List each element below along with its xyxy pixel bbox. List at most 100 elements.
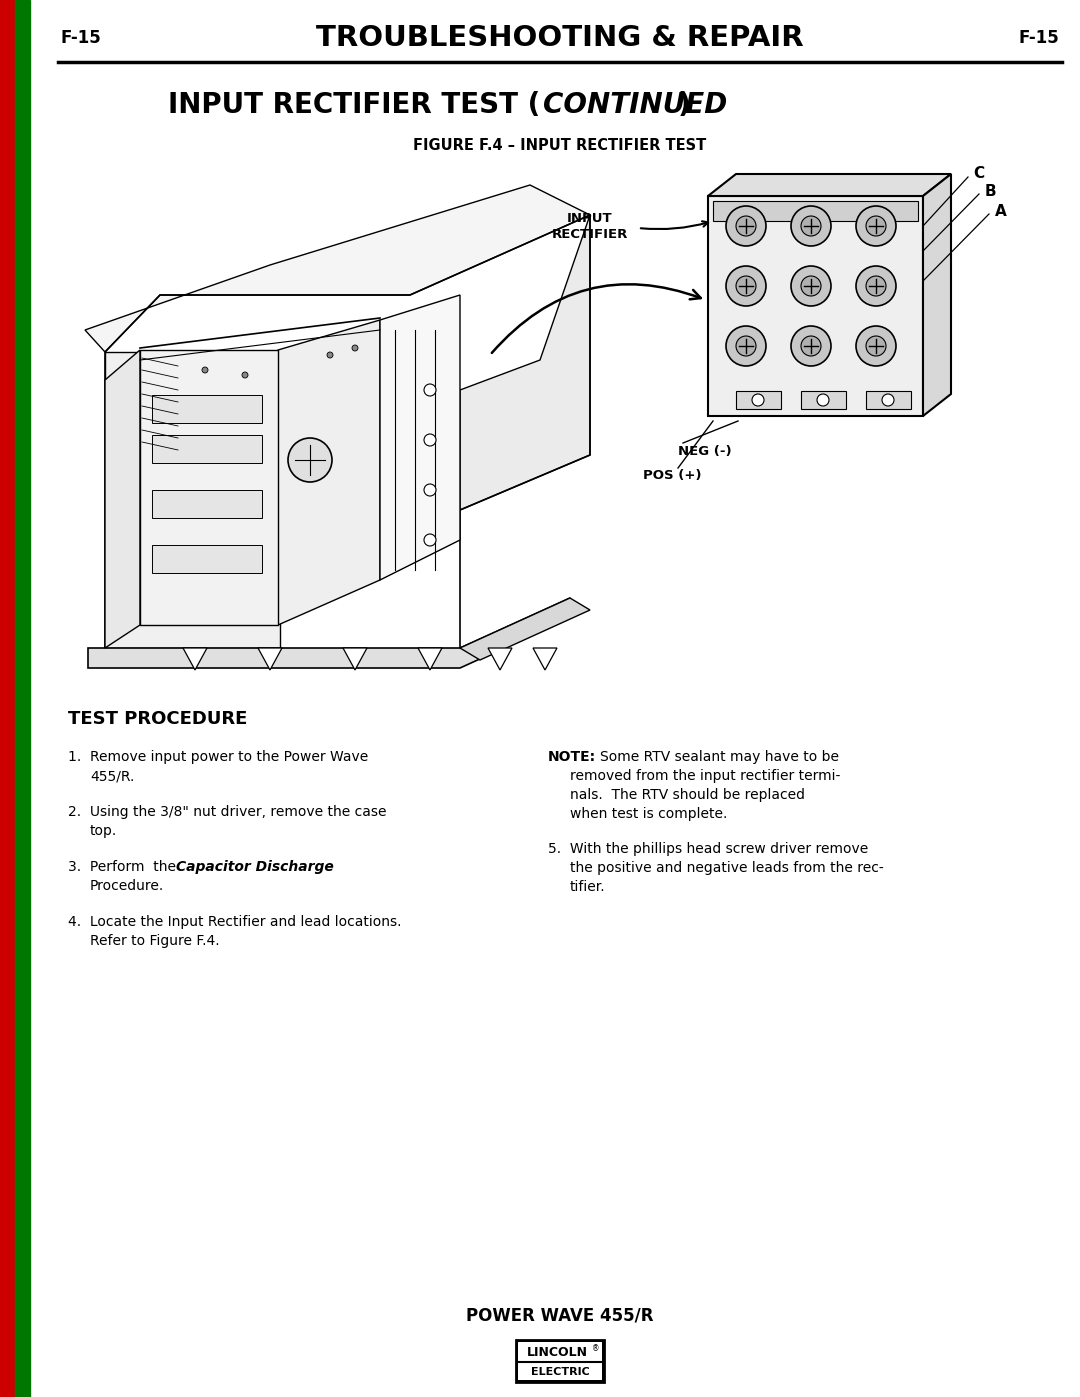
Bar bbox=[866, 391, 912, 409]
Circle shape bbox=[735, 277, 756, 296]
Circle shape bbox=[726, 265, 766, 306]
Circle shape bbox=[856, 326, 896, 366]
Polygon shape bbox=[534, 648, 557, 671]
Polygon shape bbox=[87, 598, 570, 668]
Text: 3.  Perform  the: 3. Perform the bbox=[68, 861, 176, 875]
Polygon shape bbox=[418, 648, 442, 671]
Circle shape bbox=[866, 277, 886, 296]
Text: RECTIFIER: RECTIFIER bbox=[552, 228, 629, 240]
Text: F-15: F-15 bbox=[60, 29, 102, 47]
Text: Capacitor Discharge: Capacitor Discharge bbox=[176, 861, 334, 875]
Text: Refer to Figure F.4.: Refer to Figure F.4. bbox=[90, 935, 219, 949]
Bar bbox=[735, 391, 781, 409]
Circle shape bbox=[424, 534, 436, 546]
Text: ELECTRIC: ELECTRIC bbox=[530, 1368, 590, 1377]
Text: 5.  With the phillips head screw driver remove: 5. With the phillips head screw driver r… bbox=[548, 842, 868, 856]
Polygon shape bbox=[380, 295, 460, 580]
Polygon shape bbox=[258, 648, 282, 671]
Text: top.: top. bbox=[90, 824, 118, 838]
Circle shape bbox=[866, 337, 886, 356]
Bar bbox=[516, 1340, 604, 1382]
Text: FIGURE F.4 – INPUT RECTIFIER TEST: FIGURE F.4 – INPUT RECTIFIER TEST bbox=[414, 137, 706, 152]
Text: B: B bbox=[985, 183, 997, 198]
Polygon shape bbox=[105, 351, 140, 648]
Polygon shape bbox=[343, 648, 367, 671]
Circle shape bbox=[424, 384, 436, 395]
Bar bbox=[708, 196, 923, 416]
Polygon shape bbox=[140, 351, 278, 624]
Text: POS (+): POS (+) bbox=[643, 469, 702, 482]
Text: CONTINUED: CONTINUED bbox=[543, 91, 727, 119]
Circle shape bbox=[735, 337, 756, 356]
Circle shape bbox=[801, 277, 821, 296]
Text: Return to Master TOC: Return to Master TOC bbox=[17, 1035, 27, 1146]
Circle shape bbox=[791, 265, 831, 306]
Polygon shape bbox=[923, 175, 951, 416]
Circle shape bbox=[424, 434, 436, 446]
Circle shape bbox=[856, 265, 896, 306]
Text: Return to Master TOC: Return to Master TOC bbox=[17, 144, 27, 256]
Text: Return to Section TOC: Return to Section TOC bbox=[2, 733, 12, 847]
Text: Return to Master TOC: Return to Master TOC bbox=[17, 434, 27, 545]
Circle shape bbox=[327, 352, 333, 358]
Text: the positive and negative leads from the rec-: the positive and negative leads from the… bbox=[570, 861, 883, 875]
Polygon shape bbox=[708, 175, 951, 196]
Circle shape bbox=[288, 439, 332, 482]
Text: 4.  Locate the Input Rectifier and lead locations.: 4. Locate the Input Rectifier and lead l… bbox=[68, 915, 402, 929]
Bar bbox=[152, 395, 262, 423]
Text: when test is complete.: when test is complete. bbox=[570, 807, 727, 821]
Polygon shape bbox=[460, 215, 590, 510]
Circle shape bbox=[856, 205, 896, 246]
Circle shape bbox=[726, 205, 766, 246]
Bar bbox=[152, 490, 262, 518]
Circle shape bbox=[801, 217, 821, 236]
Text: 1.  Remove input power to the Power Wave: 1. Remove input power to the Power Wave bbox=[68, 750, 368, 764]
Text: LINCOLN: LINCOLN bbox=[527, 1347, 588, 1359]
Text: removed from the input rectifier termi-: removed from the input rectifier termi- bbox=[570, 768, 840, 782]
Text: Return to Section TOC: Return to Section TOC bbox=[2, 1034, 12, 1147]
Circle shape bbox=[791, 205, 831, 246]
Polygon shape bbox=[488, 648, 512, 671]
Circle shape bbox=[202, 367, 208, 373]
Bar bbox=[152, 545, 262, 573]
Text: F-15: F-15 bbox=[1018, 29, 1059, 47]
Text: NOTE:: NOTE: bbox=[548, 750, 596, 764]
Text: Return to Master TOC: Return to Master TOC bbox=[17, 735, 27, 845]
Text: 455/R.: 455/R. bbox=[90, 768, 134, 782]
Text: Return to Section TOC: Return to Section TOC bbox=[2, 433, 12, 546]
Text: 2.  Using the 3/8" nut driver, remove the case: 2. Using the 3/8" nut driver, remove the… bbox=[68, 805, 387, 819]
Polygon shape bbox=[278, 320, 380, 624]
Polygon shape bbox=[460, 598, 590, 659]
Circle shape bbox=[352, 345, 357, 351]
Text: A: A bbox=[995, 204, 1007, 218]
Circle shape bbox=[791, 326, 831, 366]
Text: ®: ® bbox=[592, 1344, 599, 1354]
Bar bbox=[518, 1343, 602, 1380]
Circle shape bbox=[752, 394, 764, 407]
Circle shape bbox=[866, 217, 886, 236]
Bar bbox=[713, 201, 918, 221]
Text: nals.  The RTV should be replaced: nals. The RTV should be replaced bbox=[570, 788, 805, 802]
Bar bbox=[801, 391, 846, 409]
Text: TEST PROCEDURE: TEST PROCEDURE bbox=[68, 710, 247, 728]
FancyArrowPatch shape bbox=[491, 284, 701, 353]
Text: Procedure.: Procedure. bbox=[90, 879, 164, 893]
Text: tifier.: tifier. bbox=[570, 880, 606, 894]
Text: POWER WAVE 455/R: POWER WAVE 455/R bbox=[467, 1306, 653, 1324]
Circle shape bbox=[726, 326, 766, 366]
Text: NEG (-): NEG (-) bbox=[678, 444, 731, 457]
Circle shape bbox=[424, 483, 436, 496]
Text: Some RTV sealant may have to be: Some RTV sealant may have to be bbox=[600, 750, 839, 764]
Bar bbox=[15, 0, 30, 1397]
Bar bbox=[0, 0, 15, 1397]
Polygon shape bbox=[85, 184, 590, 352]
Circle shape bbox=[242, 372, 248, 379]
Circle shape bbox=[801, 337, 821, 356]
Text: INPUT RECTIFIER TEST (: INPUT RECTIFIER TEST ( bbox=[167, 91, 540, 119]
Text: ): ) bbox=[678, 91, 691, 119]
Text: Return to Section TOC: Return to Section TOC bbox=[2, 144, 12, 257]
Text: INPUT: INPUT bbox=[567, 211, 612, 225]
Polygon shape bbox=[105, 352, 280, 648]
Circle shape bbox=[735, 217, 756, 236]
Polygon shape bbox=[183, 648, 207, 671]
